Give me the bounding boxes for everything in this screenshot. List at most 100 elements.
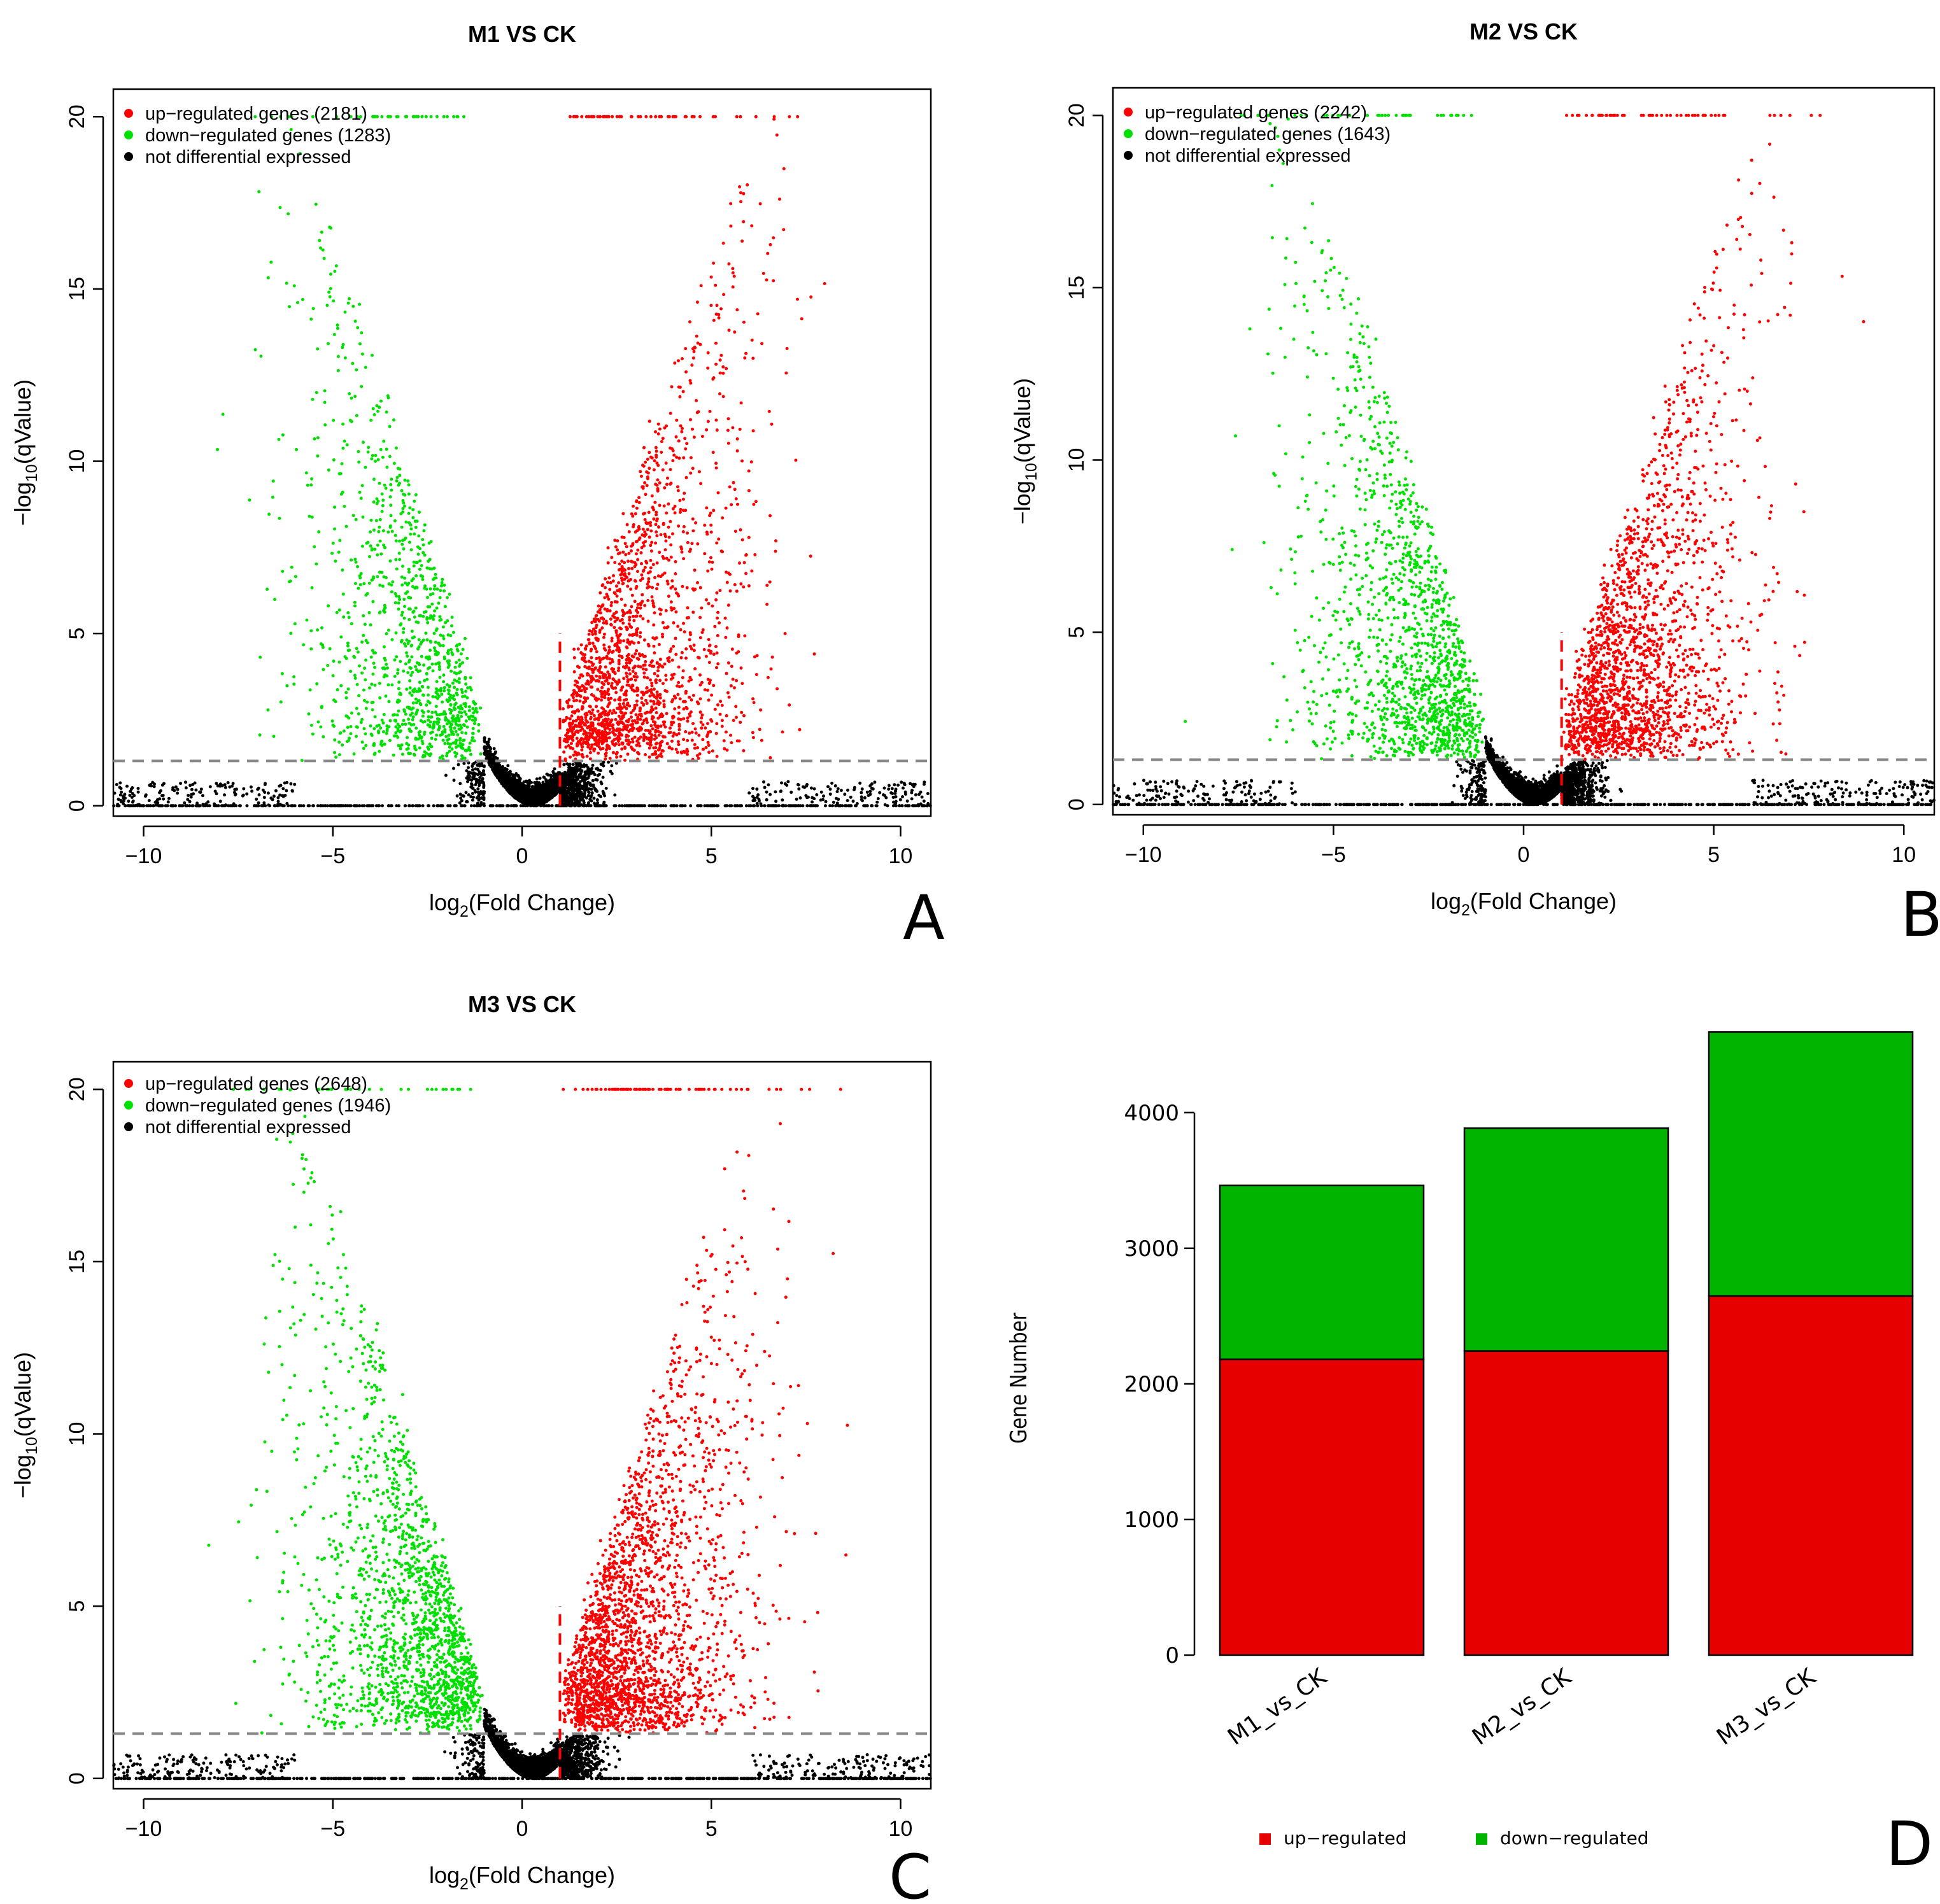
legend-label-up: up−regulated genes (2181) — [145, 104, 367, 124]
y-tick-label: 1000 — [1124, 1507, 1179, 1533]
x-tick-label: 0 — [1518, 843, 1530, 867]
x-axis: −10 −5 0 5 10 — [1125, 824, 1916, 867]
y-tick-label: 15 — [1065, 276, 1089, 300]
bar-down-regulated-3 — [1708, 1031, 1914, 1297]
legend-label-down: down−regulated genes (1946) — [145, 1096, 391, 1116]
bar-down-regulated-1 — [1219, 1184, 1425, 1360]
legend-label-up: up−regulated genes (2242) — [1145, 102, 1367, 123]
points-layer — [1112, 113, 1936, 807]
y-axis-label: −log10(qValue) — [1009, 378, 1040, 525]
legend-swatch-down — [1476, 1833, 1487, 1845]
plot-frame — [1112, 87, 1936, 816]
points-layer — [112, 1087, 932, 1781]
not-differential-points — [1112, 735, 1936, 807]
legend-marker-up — [124, 109, 133, 118]
legend-marker-ns — [124, 152, 133, 161]
panel-title: M1 VS CK — [468, 21, 576, 47]
y-tick-label: 0 — [65, 800, 89, 812]
x-tick-label: 10 — [889, 1817, 913, 1841]
y-axis: 0 5 10 15 20 — [1065, 103, 1104, 810]
y-axis-label: −log10(qValue) — [10, 379, 41, 526]
y-axis-label: −log10(qValue) — [10, 1352, 41, 1499]
legend-label-ns: not differential expressed — [1145, 146, 1351, 166]
x-tick-label: 5 — [1708, 843, 1720, 867]
bars-layer — [1219, 1031, 1914, 1656]
y-tick-label: 20 — [1065, 103, 1089, 127]
volcano-panel-b: M2 VS CK −10 −5 0 5 10 0 5 10 15 20 log2(Fold Ch… — [1009, 18, 1940, 950]
x-axis-label: log2(Fold Change) — [429, 889, 615, 920]
volcano-panel-c: M3 VS CK −10 −5 0 5 10 0 5 10 15 20 log2(Fold Ch… — [10, 991, 932, 1904]
x-axis: −10 −5 0 5 10 — [125, 1798, 913, 1841]
bar-up-regulated-1 — [1219, 1358, 1425, 1656]
legend-marker-up — [124, 1079, 133, 1088]
legend-marker-down — [124, 1101, 133, 1110]
y-tick-label: 20 — [65, 104, 89, 129]
y-tick-label: 10 — [65, 449, 89, 474]
x-tick-label: 5 — [705, 844, 718, 868]
x-tick-label: −10 — [125, 844, 162, 868]
legend-label-down: down−regulated genes (1283) — [145, 125, 391, 146]
y-tick-label: 5 — [65, 628, 89, 640]
x-tick-label: 0 — [516, 844, 528, 868]
y-tick-label: 20 — [65, 1077, 89, 1101]
x-tick-label: 5 — [705, 1817, 718, 1841]
points-layer — [112, 115, 932, 808]
panel-title: M3 VS CK — [468, 991, 576, 1017]
x-tick-label: −5 — [320, 1817, 345, 1841]
y-tick-label: 5 — [65, 1600, 89, 1612]
y-axis-label: Gene Number — [1005, 1313, 1032, 1444]
legend-label-down: down−regulated genes (1643) — [1145, 124, 1391, 145]
legend: up−regulated genes (2648) down−regulated… — [124, 1074, 391, 1138]
plot-frame — [112, 88, 932, 817]
legend: up−regulated genes (2181) down−regulated… — [124, 104, 391, 167]
x-tick-label: −10 — [1125, 843, 1162, 867]
up-regulated-points — [1562, 113, 1866, 761]
legend-label-ns: not differential expressed — [145, 147, 351, 167]
legend-label-ns: not differential expressed — [145, 1117, 351, 1138]
x-tick-label: −5 — [1321, 843, 1346, 867]
not-differential-points — [112, 1707, 932, 1781]
x-tick-label: 10 — [1892, 843, 1916, 867]
x-tick-label: 0 — [516, 1817, 528, 1841]
legend-marker-up — [1124, 108, 1133, 116]
legend-label-up: up−regulated — [1284, 1828, 1407, 1849]
y-tick-label: 0 — [1165, 1643, 1179, 1668]
legend: up−regulated down−regulated — [1259, 1828, 1649, 1849]
legend-marker-down — [1124, 129, 1133, 138]
y-axis: 0 1000 2000 3000 4000 — [1124, 1101, 1196, 1668]
y-tick-label: 5 — [1065, 626, 1089, 638]
legend: up−regulated genes (2242) down−regulated… — [1124, 102, 1391, 166]
y-tick-label: 4000 — [1124, 1101, 1179, 1126]
panel-title: M2 VS CK — [1469, 18, 1578, 45]
legend-marker-down — [124, 130, 133, 139]
x-axis-label: log2(Fold Change) — [429, 1862, 615, 1893]
y-tick-label: 10 — [1065, 448, 1089, 472]
x-axis-label: log2(Fold Change) — [1431, 888, 1617, 919]
legend-label-up: up−regulated genes (2648) — [145, 1074, 367, 1094]
panel-letter: A — [903, 882, 945, 954]
x-axis: −10 −5 0 5 10 — [125, 825, 913, 868]
y-axis: 0 5 10 15 20 — [65, 1077, 104, 1784]
y-tick-label: 0 — [65, 1772, 89, 1784]
down-regulated-points — [1184, 113, 1485, 761]
y-tick-label: 0 — [1065, 798, 1089, 810]
x-tick-label: 10 — [889, 844, 913, 868]
y-tick-label: 10 — [65, 1422, 89, 1446]
y-tick-label: 3000 — [1124, 1236, 1179, 1262]
down-regulated-points — [216, 115, 483, 763]
legend-marker-ns — [1124, 151, 1133, 160]
y-tick-label: 2000 — [1124, 1372, 1179, 1397]
up-regulated-points — [562, 1087, 849, 1735]
x-tick-label: −10 — [125, 1817, 162, 1841]
bar-up-regulated-2 — [1463, 1350, 1669, 1656]
legend-label-down: down−regulated — [1500, 1828, 1649, 1849]
bar-down-regulated-2 — [1463, 1127, 1669, 1352]
legend-swatch-up — [1259, 1833, 1271, 1845]
up-regulated-points — [562, 115, 826, 763]
panel-letter: B — [1901, 879, 1940, 950]
panel-letter: C — [889, 1842, 931, 1904]
down-regulated-points — [207, 1087, 484, 1735]
not-differential-points — [112, 736, 932, 808]
y-tick-label: 15 — [65, 277, 89, 301]
